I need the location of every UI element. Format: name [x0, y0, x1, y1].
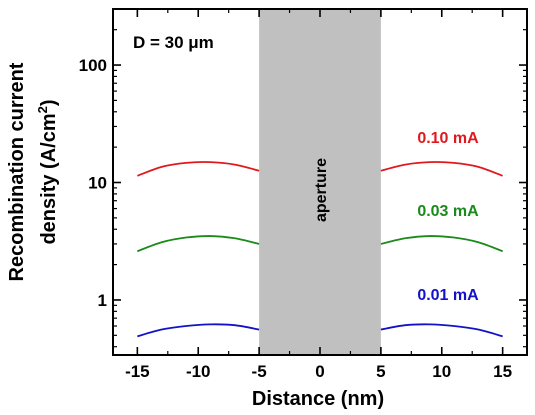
y-axis-title-line2: density (A/cm2) — [35, 99, 60, 244]
series-line-0-03-ma-right — [380, 235, 503, 253]
annotation-diameter: D = 30 μm — [133, 33, 214, 52]
y-axis-title-prefix: density (A/cm — [38, 113, 60, 244]
ticks-group: -15 -10 -5 0 5 10 15 1 10 100 — [79, 8, 527, 381]
aperture-band — [259, 9, 381, 355]
x-tick-label: -5 — [252, 362, 267, 381]
series-line-0-10-ma-left — [137, 161, 260, 177]
y-tick-label: 10 — [88, 174, 107, 193]
series-label-0-01-ma: 0.01 mA — [417, 287, 479, 304]
series-label-0-03-ma: 0.03 mA — [417, 203, 479, 220]
series-label-0-10-ma: 0.10 mA — [417, 130, 479, 147]
x-tick-label: 5 — [376, 362, 385, 381]
series-line-0-10-ma-right — [380, 161, 503, 177]
x-tick-label: -10 — [186, 362, 211, 381]
x-tick-label: 10 — [432, 362, 451, 381]
series-line-0-01-ma-left — [137, 323, 260, 338]
aperture-label: aperture — [313, 158, 330, 222]
y-axis-title-superscript: 2 — [35, 106, 50, 113]
x-tick-label: 15 — [493, 362, 512, 381]
series-group: 0.10 mA 0.03 mA 0.01 mA — [137, 130, 503, 338]
y-tick-label: 100 — [79, 56, 107, 75]
x-axis-title: Distance (nm) — [252, 388, 384, 410]
y-tick-label: 1 — [98, 291, 107, 310]
y-axis-title-line1: Recombination current — [6, 62, 28, 281]
x-tick-label: 0 — [315, 362, 324, 381]
series-line-0-03-ma-left — [137, 235, 260, 253]
series-line-0-01-ma-right — [380, 323, 503, 338]
y-axis-title-suffix: ) — [38, 99, 60, 106]
x-tick-label: -15 — [125, 362, 150, 381]
